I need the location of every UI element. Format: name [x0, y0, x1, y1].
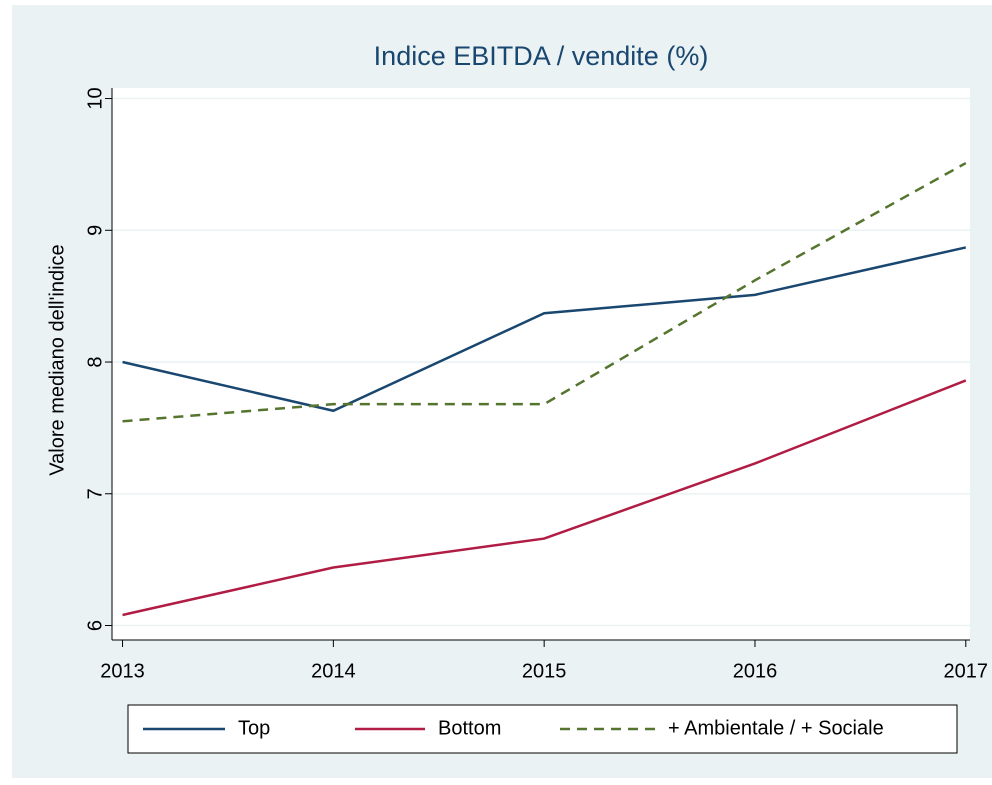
- y-tick-label: 7: [84, 488, 106, 499]
- y-tick-label: 6: [84, 620, 106, 631]
- series-line: [122, 162, 967, 423]
- x-tick-label: 2016: [733, 660, 778, 682]
- plot-area: [112, 88, 970, 640]
- x-tick-label: 2014: [311, 660, 356, 682]
- series-line: [122, 379, 967, 617]
- x-tick-label: 2015: [522, 660, 567, 682]
- series-line: [122, 246, 967, 413]
- x-tick-label: 2017: [944, 660, 989, 682]
- legend-label: Bottom: [438, 717, 501, 739]
- y-tick-label: 10: [84, 87, 106, 109]
- chart-title: Indice EBITDA / vendite (%): [374, 41, 709, 71]
- x-tick-label: 2013: [100, 660, 145, 682]
- legend-label: + Ambientale / + Sociale: [668, 717, 884, 739]
- y-tick-label: 8: [84, 356, 106, 367]
- y-axis-label: Valore mediano dell'indice: [46, 244, 68, 475]
- legend-label: Top: [238, 717, 270, 739]
- y-tick-label: 9: [84, 225, 106, 236]
- legend-box: [127, 704, 958, 754]
